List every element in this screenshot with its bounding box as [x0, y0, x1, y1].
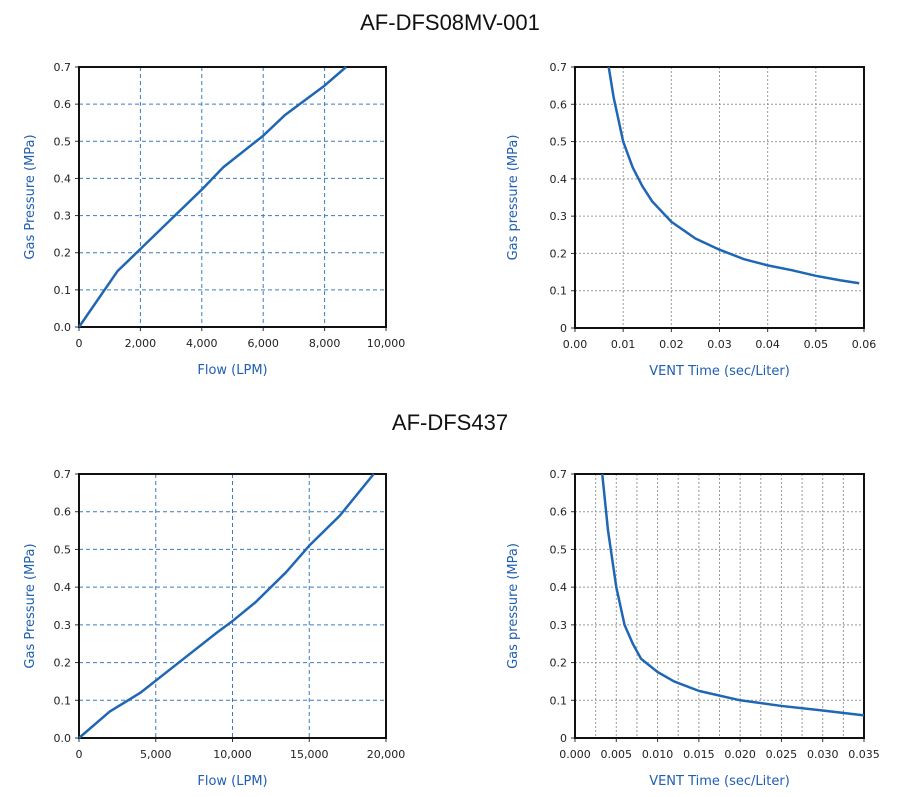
y-tick-label: 0.7 — [550, 468, 568, 481]
x-tick-label: 4,000 — [186, 337, 218, 350]
x-axis-label: VENT Time (sec/Liter) — [649, 364, 790, 379]
chart-3: 0.0 0.1 0.2 0.3 0.4 0.5 0.6 0.7 0 5,000 10,000 15,0… — [23, 468, 405, 789]
y-tick-label: 0.5 — [550, 543, 568, 556]
y-axis-label: Gas pressure (MPa) — [506, 543, 521, 669]
x-axis-label: Flow (LPM) — [197, 774, 267, 789]
x-tick-label: 0 — [76, 748, 83, 761]
y-tick-label: 0.6 — [550, 98, 568, 111]
x-tick-label: 0.015 — [683, 748, 715, 761]
x-tick-label: 0.005 — [601, 748, 633, 761]
x-tick-label: 0.025 — [766, 748, 798, 761]
x-tick-label: 0.04 — [755, 338, 780, 351]
y-tick-label: 0.2 — [550, 247, 568, 260]
y-tick-label: 0.6 — [550, 506, 568, 519]
series-line — [601, 473, 865, 717]
x-tick-label: 0.020 — [724, 748, 756, 761]
y-tick-label: 0.1 — [550, 285, 568, 298]
x-tick-label: 2,000 — [125, 337, 157, 350]
y-axis-label: Gas Pressure (MPa) — [23, 134, 38, 259]
y-tick-label: 0.6 — [54, 506, 72, 519]
x-tick-label: 10,000 — [367, 337, 406, 350]
chart-title-top: AF-DFS08MV-001 — [360, 10, 540, 35]
y-tick-label: 0.5 — [54, 135, 72, 148]
x-tick-label: 0.00 — [563, 338, 588, 351]
plot-frame — [574, 66, 865, 329]
y-tick-label: 0.1 — [54, 284, 72, 297]
y-tick-label: 0.7 — [550, 61, 568, 74]
y-tick-label: 0.2 — [54, 247, 72, 260]
y-axis-label: Gas Pressure (MPa) — [23, 543, 38, 668]
y-tick-label: 0.4 — [54, 581, 72, 594]
y-tick-label: 0.7 — [54, 468, 72, 481]
x-tick-label: 5,000 — [140, 748, 172, 761]
x-tick-label: 15,000 — [290, 748, 329, 761]
x-tick-label: 0.05 — [804, 338, 829, 351]
y-tick-label: 0.5 — [550, 136, 568, 149]
x-tick-label: 0.02 — [659, 338, 684, 351]
y-tick-label: 0.3 — [550, 210, 568, 223]
series-line — [607, 66, 860, 285]
x-tick-label: 0.010 — [642, 748, 674, 761]
y-tick-label: 0.3 — [54, 619, 72, 632]
y-tick-label: 0.0 — [54, 732, 72, 745]
x-tick-label: 10,000 — [213, 748, 252, 761]
plot-frame — [78, 66, 387, 328]
y-axis-label: Gas pressure (MPa) — [506, 135, 521, 261]
series-line — [78, 473, 375, 739]
x-tick-label: 8,000 — [309, 337, 341, 350]
y-tick-label: 0.6 — [54, 98, 72, 111]
y-tick-label: 0.2 — [54, 657, 72, 670]
plot-frame — [78, 473, 387, 739]
x-tick-label: 0.06 — [852, 338, 877, 351]
y-tick-label: 0.1 — [54, 694, 72, 707]
chart-1: 0.0 0.1 0.2 0.3 0.4 0.5 0.6 0.7 0 2,000 4,000 6,000… — [23, 61, 405, 378]
x-tick-label: 0.000 — [559, 748, 591, 761]
x-tick-label: 20,000 — [367, 748, 406, 761]
x-tick-label: 0.030 — [807, 748, 839, 761]
x-tick-label: 0.03 — [707, 338, 732, 351]
x-axis-label: Flow (LPM) — [197, 363, 267, 378]
x-tick-label: 0 — [76, 337, 83, 350]
y-tick-label: 0 — [560, 732, 567, 745]
y-tick-label: 0.4 — [550, 581, 568, 594]
y-tick-label: 0.4 — [550, 173, 568, 186]
y-tick-label: 0.3 — [54, 210, 72, 223]
chart-title-bottom: AF-DFS437 — [391, 410, 509, 435]
y-tick-label: 0.0 — [54, 321, 72, 334]
series-line — [77, 66, 347, 328]
y-tick-label: 0.5 — [54, 543, 72, 556]
y-tick-label: 0 — [560, 322, 567, 335]
y-tick-label: 0.3 — [550, 619, 568, 632]
plot-frame — [574, 473, 865, 739]
x-tick-label: 6,000 — [247, 337, 279, 350]
x-tick-label: 0.01 — [611, 338, 636, 351]
y-tick-label: 0.1 — [550, 694, 568, 707]
x-tick-label: 0.035 — [848, 748, 880, 761]
x-axis-label: VENT Time (sec/Liter) — [649, 774, 790, 789]
y-tick-label: 0.7 — [54, 61, 72, 74]
chart-2: 0 0.1 0.2 0.3 0.4 0.5 0.6 0.7 0.00 0.01 0.02 0.03 0.… — [506, 61, 876, 379]
chart-4: 0 0.1 0.2 0.3 0.4 0.5 0.6 0.7 0.000 0.005 0.010 0.0… — [506, 468, 880, 789]
y-tick-label: 0.4 — [54, 172, 72, 185]
y-tick-label: 0.2 — [550, 657, 568, 670]
